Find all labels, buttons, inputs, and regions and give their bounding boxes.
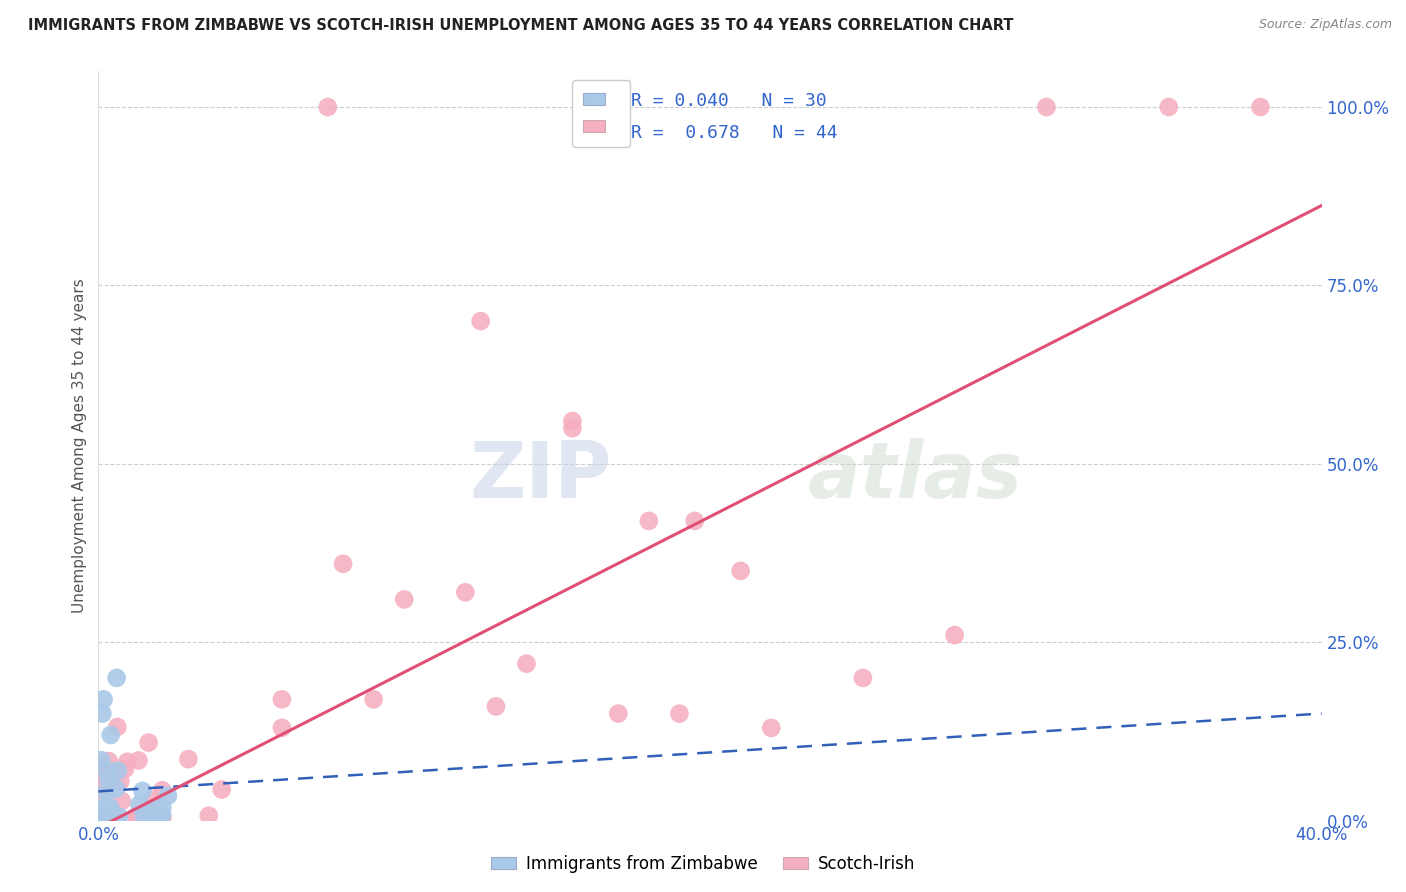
Point xyxy=(1035,100,1057,114)
Point xyxy=(561,421,583,435)
Point xyxy=(98,768,121,782)
Point xyxy=(97,754,120,768)
Point xyxy=(96,785,118,799)
Point xyxy=(138,735,160,749)
Point xyxy=(125,810,148,824)
Point xyxy=(332,557,354,571)
Point xyxy=(90,778,112,792)
Point xyxy=(316,100,339,114)
Point xyxy=(107,764,129,778)
Point xyxy=(125,809,148,823)
Point xyxy=(97,772,120,787)
Point xyxy=(177,752,200,766)
Text: R =  0.678   N = 44: R = 0.678 N = 44 xyxy=(630,124,837,142)
Point xyxy=(91,808,114,822)
Legend: Immigrants from Zimbabwe, Scotch-Irish: Immigrants from Zimbabwe, Scotch-Irish xyxy=(484,848,922,880)
Point xyxy=(111,794,134,808)
Point xyxy=(105,781,128,796)
Point xyxy=(142,793,165,807)
Point xyxy=(363,692,385,706)
Point xyxy=(270,721,292,735)
Point xyxy=(146,812,169,826)
Point xyxy=(211,782,233,797)
Point xyxy=(146,802,169,816)
Text: ZIP: ZIP xyxy=(470,438,612,514)
Point xyxy=(759,721,782,735)
Point xyxy=(105,720,128,734)
Text: IMMIGRANTS FROM ZIMBABWE VS SCOTCH-IRISH UNEMPLOYMENT AMONG AGES 35 TO 44 YEARS : IMMIGRANTS FROM ZIMBABWE VS SCOTCH-IRISH… xyxy=(28,18,1014,33)
Point xyxy=(683,514,706,528)
Point xyxy=(198,808,221,822)
Point xyxy=(98,800,121,814)
Point xyxy=(90,764,112,779)
Point xyxy=(117,755,139,769)
Point xyxy=(128,797,150,812)
Point xyxy=(135,805,157,820)
Point xyxy=(94,804,117,818)
Point xyxy=(105,671,128,685)
Point xyxy=(470,314,492,328)
Legend:  ,  : , xyxy=(572,80,630,147)
Point xyxy=(852,671,875,685)
Point xyxy=(90,804,112,818)
Point xyxy=(132,808,155,822)
Point xyxy=(392,592,416,607)
Point xyxy=(131,784,153,798)
Point xyxy=(108,809,131,823)
Point xyxy=(637,514,661,528)
Point xyxy=(128,754,150,768)
Point xyxy=(1157,100,1180,114)
Point xyxy=(91,706,114,721)
Point xyxy=(668,706,690,721)
Point xyxy=(148,805,170,820)
Point xyxy=(93,692,115,706)
Point xyxy=(100,728,122,742)
Point xyxy=(110,774,132,789)
Point xyxy=(90,785,112,799)
Text: Source: ZipAtlas.com: Source: ZipAtlas.com xyxy=(1258,18,1392,31)
Point xyxy=(1249,100,1271,114)
Point xyxy=(607,706,630,721)
Point xyxy=(270,692,292,706)
Y-axis label: Unemployment Among Ages 35 to 44 years: Unemployment Among Ages 35 to 44 years xyxy=(72,278,87,614)
Point xyxy=(146,804,169,818)
Point xyxy=(150,811,173,825)
Point xyxy=(156,789,179,803)
Point xyxy=(107,812,129,826)
Point xyxy=(150,807,173,822)
Point xyxy=(89,805,111,820)
Point xyxy=(114,762,136,776)
Point xyxy=(150,800,173,814)
Point xyxy=(90,753,112,767)
Point xyxy=(96,808,118,822)
Point xyxy=(454,585,477,599)
Point xyxy=(943,628,966,642)
Point xyxy=(516,657,538,671)
Point xyxy=(96,764,118,778)
Point xyxy=(98,803,121,817)
Text: atlas: atlas xyxy=(808,438,1024,514)
Point xyxy=(561,414,583,428)
Text: R = 0.040   N = 30: R = 0.040 N = 30 xyxy=(630,93,827,111)
Point xyxy=(730,564,752,578)
Point xyxy=(94,799,117,814)
Point xyxy=(485,699,508,714)
Point xyxy=(150,783,173,797)
